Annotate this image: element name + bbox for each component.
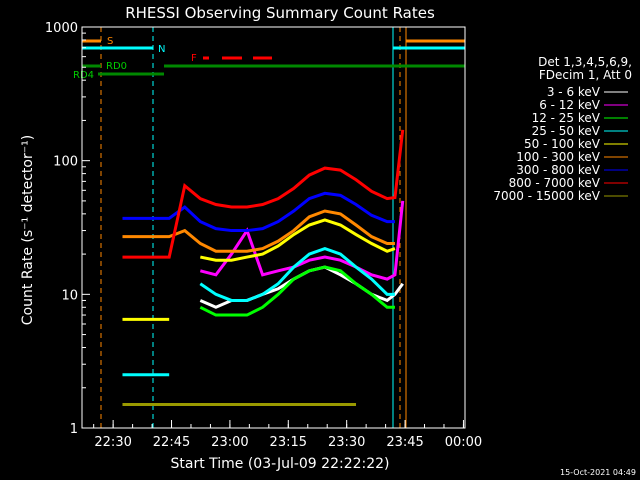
legend-label: 3 - 6 keV bbox=[547, 85, 601, 99]
x-tick-label: 22:45 bbox=[153, 435, 190, 450]
state-label-f: F bbox=[191, 53, 197, 64]
x-axis-label: Start Time (03-Jul-09 22:22:22) bbox=[170, 456, 389, 472]
plot-frame bbox=[81, 26, 466, 429]
series-line-6 bbox=[122, 191, 395, 233]
state-label-rd0: RD0 bbox=[106, 61, 127, 72]
state-label-rd4: RD4 bbox=[73, 70, 94, 81]
x-tick-label: 23:00 bbox=[211, 435, 248, 450]
legend-label: 300 - 800 keV bbox=[516, 163, 600, 177]
y-axis-label: Count Rate (s⁻¹ detector⁻¹) bbox=[20, 135, 36, 325]
legend-label: 7000 - 15000 keV bbox=[493, 189, 600, 203]
footer-timestamp: 15-Oct-2021 04:49 bbox=[560, 468, 636, 477]
y-tick-label: 1 bbox=[70, 422, 78, 437]
legend-label: 25 - 50 keV bbox=[532, 124, 601, 138]
y-tick-label: 1000 bbox=[45, 21, 78, 36]
legend-label: 800 - 7000 keV bbox=[509, 176, 601, 190]
legend-header-line1: Det 1,3,4,5,6,9, bbox=[538, 55, 632, 69]
series-line-1 bbox=[199, 200, 405, 281]
legend-label: 12 - 25 keV bbox=[532, 111, 601, 125]
x-tick-label: 00:00 bbox=[445, 435, 482, 450]
legend-label: 6 - 12 keV bbox=[539, 98, 601, 112]
legend-label: 100 - 300 keV bbox=[516, 150, 600, 164]
state-label-n: N bbox=[158, 44, 165, 55]
series-line-4 bbox=[200, 218, 396, 262]
series-line-3 bbox=[199, 246, 395, 302]
legend-label: 50 - 100 keV bbox=[524, 137, 601, 151]
x-tick-label: 23:30 bbox=[328, 435, 365, 450]
legend: Det 1,3,4,5,6,9, FDecim 1, Att 0 3 - 6 k… bbox=[493, 55, 632, 203]
series-line-2 bbox=[199, 265, 395, 317]
series-line-5 bbox=[122, 209, 395, 253]
state-label-s: S bbox=[107, 36, 113, 47]
series-layer bbox=[122, 129, 405, 406]
tick-layer: 22:30 22:45 23:00 23:15 23:30 23:45 00:00 1 10 10… bbox=[45, 21, 482, 450]
x-tick-label: 23:15 bbox=[270, 435, 307, 450]
legend-header-line2: FDecim 1, Att 0 bbox=[539, 68, 632, 82]
series-line-7 bbox=[122, 129, 405, 259]
y-tick-label: 100 bbox=[53, 155, 78, 170]
x-tick-label: 22:30 bbox=[94, 435, 131, 450]
x-tick-label: 23:45 bbox=[386, 435, 423, 450]
chart-title: RHESSI Observing Summary Count Rates bbox=[125, 4, 435, 22]
y-tick-label: 10 bbox=[61, 288, 78, 303]
